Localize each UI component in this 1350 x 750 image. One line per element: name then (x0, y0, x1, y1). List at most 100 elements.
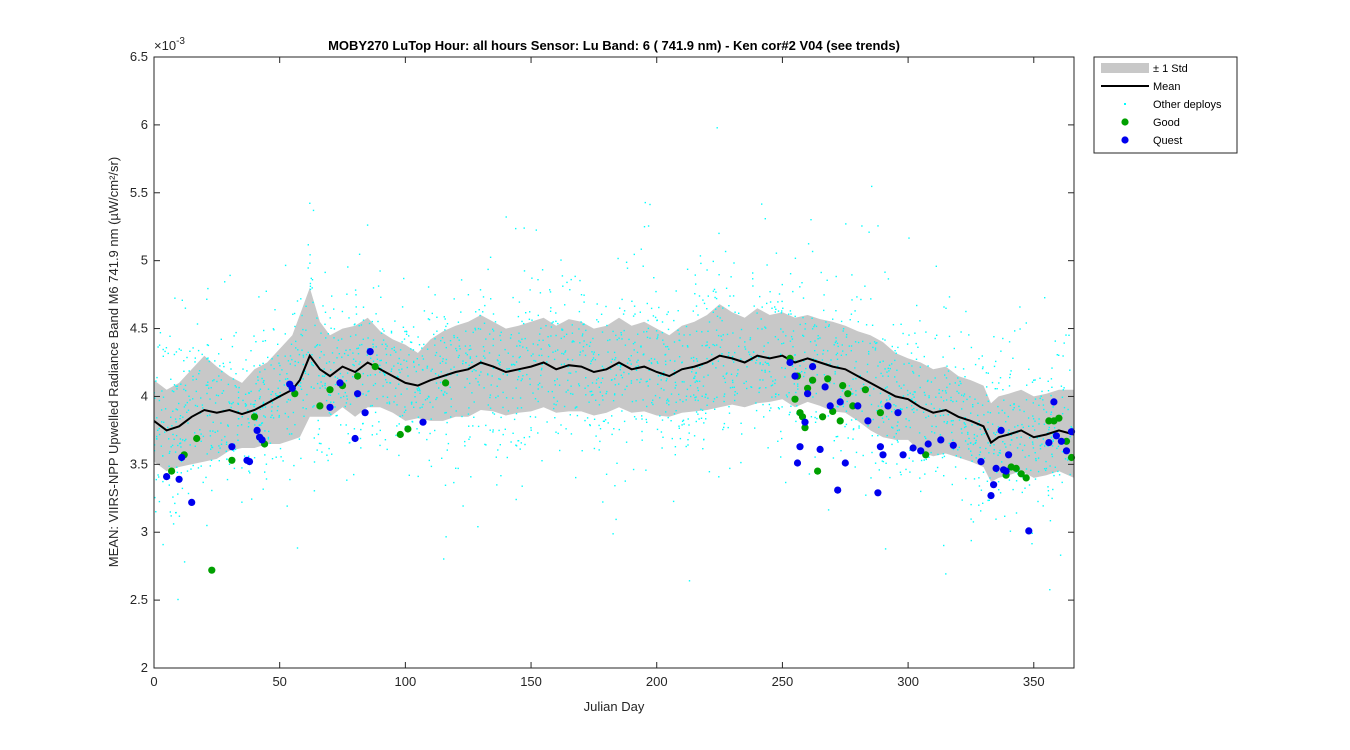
other-deploy-point (252, 403, 254, 406)
other-deploy-point (796, 405, 798, 407)
other-deploy-point (325, 399, 328, 402)
other-deploy-point (488, 352, 491, 354)
other-deploy-point (163, 421, 165, 423)
other-deploy-point (1013, 403, 1015, 405)
other-deploy-point (468, 349, 470, 351)
other-deploy-point (574, 275, 576, 278)
other-deploy-point (210, 444, 213, 447)
other-deploy-point (767, 362, 769, 365)
other-deploy-point (368, 322, 371, 325)
quest-point (351, 434, 359, 443)
other-deploy-point (715, 367, 717, 369)
other-deploy-point (487, 268, 489, 271)
other-deploy-point (854, 310, 856, 312)
other-deploy-point (184, 440, 186, 442)
other-deploy-point (630, 382, 633, 384)
other-deploy-point (553, 396, 555, 399)
other-deploy-point (645, 418, 647, 421)
other-deploy-point (948, 296, 951, 298)
other-deploy-point (1049, 589, 1051, 591)
quest-point (366, 348, 374, 356)
quest-point (949, 441, 957, 449)
other-deploy-point (178, 515, 181, 517)
other-deploy-point (1014, 426, 1016, 428)
other-deploy-point (483, 350, 486, 352)
other-deploy-point (920, 490, 922, 493)
other-deploy-point (310, 362, 313, 364)
other-deploy-point (788, 413, 790, 416)
other-deploy-point (171, 390, 174, 392)
other-deploy-point (583, 294, 585, 296)
other-deploy-point (878, 469, 880, 471)
other-deploy-point (194, 432, 196, 434)
other-deploy-point (964, 440, 967, 442)
other-deploy-point (1043, 423, 1046, 425)
other-deploy-point (748, 351, 750, 353)
other-deploy-point (510, 363, 513, 366)
other-deploy-point (557, 322, 559, 325)
other-deploy-point (450, 416, 452, 418)
other-deploy-point (1045, 460, 1047, 463)
other-deploy-point (881, 460, 883, 462)
other-deploy-point (330, 413, 332, 415)
other-deploy-point (894, 376, 896, 378)
other-deploy-point (830, 359, 832, 361)
other-deploy-point (611, 433, 613, 436)
other-deploy-point (957, 449, 959, 451)
other-deploy-point (556, 400, 559, 402)
other-deploy-point (708, 321, 711, 323)
other-deploy-point (636, 351, 639, 354)
other-deploy-point (937, 453, 939, 456)
other-deploy-point (925, 416, 927, 419)
other-deploy-point (318, 375, 320, 377)
other-deploy-point (871, 185, 873, 188)
other-deploy-point (367, 390, 369, 393)
other-deploy-point (797, 388, 799, 390)
other-deploy-point (1045, 467, 1048, 470)
other-deploy-point (701, 344, 703, 347)
other-deploy-point (302, 328, 304, 331)
other-deploy-point (473, 416, 475, 418)
other-deploy-point (626, 385, 628, 387)
other-deploy-point (537, 400, 539, 403)
other-deploy-point (927, 365, 929, 367)
other-deploy-point (972, 404, 974, 406)
other-deploy-point (996, 388, 998, 390)
other-deploy-point (727, 426, 729, 429)
other-deploy-point (213, 379, 215, 381)
other-deploy-point (477, 381, 479, 383)
quest-point (163, 473, 171, 481)
other-deploy-point (661, 331, 664, 334)
other-deploy-point (752, 278, 754, 280)
other-deploy-point (694, 293, 696, 295)
other-deploy-point (506, 374, 508, 376)
other-deploy-point (489, 256, 492, 258)
good-point (168, 467, 176, 475)
other-deploy-point (424, 399, 427, 401)
other-deploy-point (908, 362, 910, 364)
other-deploy-point (334, 383, 337, 386)
y-tick-label: 4.5 (130, 321, 148, 336)
other-deploy-point (518, 332, 520, 334)
other-deploy-point (289, 363, 291, 365)
other-deploy-point (842, 330, 844, 332)
other-deploy-point (537, 314, 539, 317)
other-deploy-point (900, 323, 902, 325)
other-deploy-point (671, 437, 673, 440)
other-deploy-point (472, 331, 474, 334)
other-deploy-point (540, 374, 542, 377)
other-deploy-point (968, 437, 970, 440)
other-deploy-point (836, 342, 839, 344)
other-deploy-point (1038, 423, 1040, 425)
other-deploy-point (317, 419, 319, 422)
other-deploy-point (698, 418, 700, 420)
other-deploy-point (331, 295, 333, 297)
other-deploy-point (346, 398, 348, 400)
other-deploy-point (836, 405, 838, 408)
other-deploy-point (183, 388, 185, 391)
other-deploy-point (210, 448, 212, 450)
other-deploy-point (497, 360, 499, 362)
other-deploy-point (651, 402, 653, 404)
other-deploy-point (991, 381, 994, 384)
other-deploy-point (162, 396, 165, 398)
